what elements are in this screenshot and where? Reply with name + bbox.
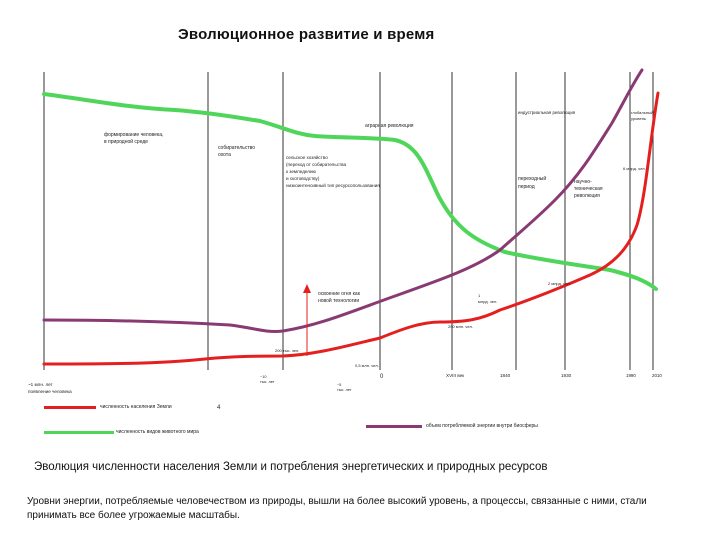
species-curve xyxy=(42,92,658,291)
legend-energy-label: объем потребляемой энергии внутри биосфе… xyxy=(426,423,538,429)
fire-arrow-head xyxy=(303,284,311,293)
legend-population-label: численность населения Земли xyxy=(100,404,172,410)
population-curve xyxy=(42,91,660,366)
stage-label-transition: переходный период xyxy=(518,175,548,190)
page-title: Эволюционное развитие и время xyxy=(178,26,435,43)
figure-description: Уровни энергии, потребляемые человечеств… xyxy=(27,496,647,521)
axis-label-18c: XVIII век xyxy=(446,373,465,378)
figure-caption: Эволюция численности населения Земли и п… xyxy=(34,461,548,473)
legend-energy-swatch xyxy=(366,425,422,428)
stage-label-human-formation: формирование человека, в природной среде xyxy=(104,132,165,145)
axis-label-1930: 1930 xyxy=(561,373,572,378)
annotation-6b: 6 млрд. чел. xyxy=(623,166,646,171)
stage-label-global: глобальный уровень xyxy=(631,110,654,121)
stage-label-gathering: собирательство охота xyxy=(218,145,256,158)
axis-label-1840: 1840 xyxy=(500,373,511,378)
stage-label-agrarian-revolution: аграрная революция xyxy=(365,123,414,129)
annotation-2b: 2 млрд. чел. xyxy=(548,281,571,286)
annotation-05m: 0,5 млн. чел. xyxy=(355,363,379,368)
stage-label-industrial-revolution: индустриальная революция xyxy=(518,110,576,115)
annotation-250m: 250 млн. чел. xyxy=(448,324,473,329)
legend-species-label: численность видов животного мира xyxy=(116,429,199,435)
axis-label-5k: ~5 тыс. лет xyxy=(337,383,352,392)
axis-label-1990: 1990 xyxy=(626,373,636,378)
energy-curve xyxy=(42,68,644,333)
axis-label-0: 0 xyxy=(380,374,384,380)
legend-population-swatch xyxy=(44,406,96,409)
stage-label-sci-tech: научно- техническая революция xyxy=(574,179,604,199)
axis-label-1m: ~1 млн. лет появление человека xyxy=(28,382,72,394)
annotation-1b: 1 млрд. чел. xyxy=(478,293,497,304)
axis-label-2010: 2010 xyxy=(652,373,662,378)
stage-label-agriculture: сельское хозяйство (переход от собирател… xyxy=(286,154,380,188)
annotation-4: 4 xyxy=(217,405,221,411)
annotation-200k: 200 тыс. чел. xyxy=(275,348,299,353)
legend-species-swatch xyxy=(44,431,114,434)
stage-label-fire: освоение огня как новой технологии xyxy=(318,291,361,304)
axis-label-10k: ~10 тыс. лет xyxy=(260,375,275,384)
